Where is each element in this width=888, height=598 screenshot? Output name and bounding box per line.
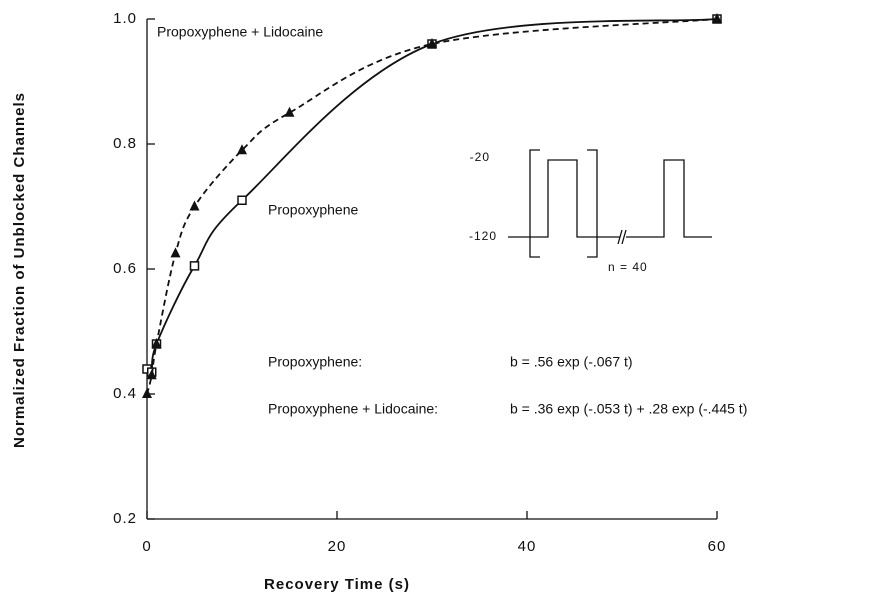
triangle-marker (142, 388, 152, 398)
bracket-left (529, 149, 540, 258)
series-label: Propoxyphene (268, 202, 359, 218)
square-marker (237, 195, 247, 205)
x-axis-title: Recovery Time (s) (264, 576, 410, 593)
pulse-2 (626, 159, 712, 238)
triangle-marker (237, 144, 247, 155)
annotation: Propoxyphene + Lidocaine: (268, 401, 438, 417)
triangle-marker (170, 247, 181, 258)
bracket-right (587, 149, 598, 258)
annotation: n = 40 (608, 260, 648, 274)
square-marker (189, 261, 200, 271)
x-tick-label: 0 (142, 538, 151, 555)
y-tick-label: 1.0 (113, 10, 137, 27)
triangle-marker (189, 200, 200, 211)
annotation: -120 (469, 229, 497, 243)
y-tick-label: 0.6 (113, 260, 137, 277)
triangle-marker (427, 38, 437, 48)
pulse-1 (508, 159, 620, 238)
x-tick-label: 60 (708, 538, 727, 555)
x-tick-label: 20 (328, 538, 347, 555)
series-line (146, 18, 718, 395)
series-line (146, 18, 718, 375)
triangle-marker (712, 13, 722, 23)
triangle-marker (151, 338, 162, 348)
y-tick-label: 0.4 (113, 385, 137, 402)
y-axis-title: Normalized Fraction of Unblocked Channel… (11, 92, 28, 448)
triangle-marker (146, 369, 157, 380)
y-tick-label: 0.8 (113, 135, 137, 152)
annotation: b = .36 exp (-.053 t) + .28 exp (-.445 t… (510, 401, 747, 417)
annotation: b = .56 exp (-.067 t) (510, 354, 633, 370)
inset-protocol (508, 149, 712, 258)
annotation: Propoxyphene: (268, 354, 362, 370)
annotation: -20 (470, 150, 490, 164)
series-label: Propoxyphene + Lidocaine (157, 24, 323, 40)
y-tick-label: 0.2 (113, 510, 137, 527)
break-mark (617, 229, 627, 245)
x-tick-label: 40 (518, 538, 537, 555)
triangle-marker (284, 106, 295, 117)
